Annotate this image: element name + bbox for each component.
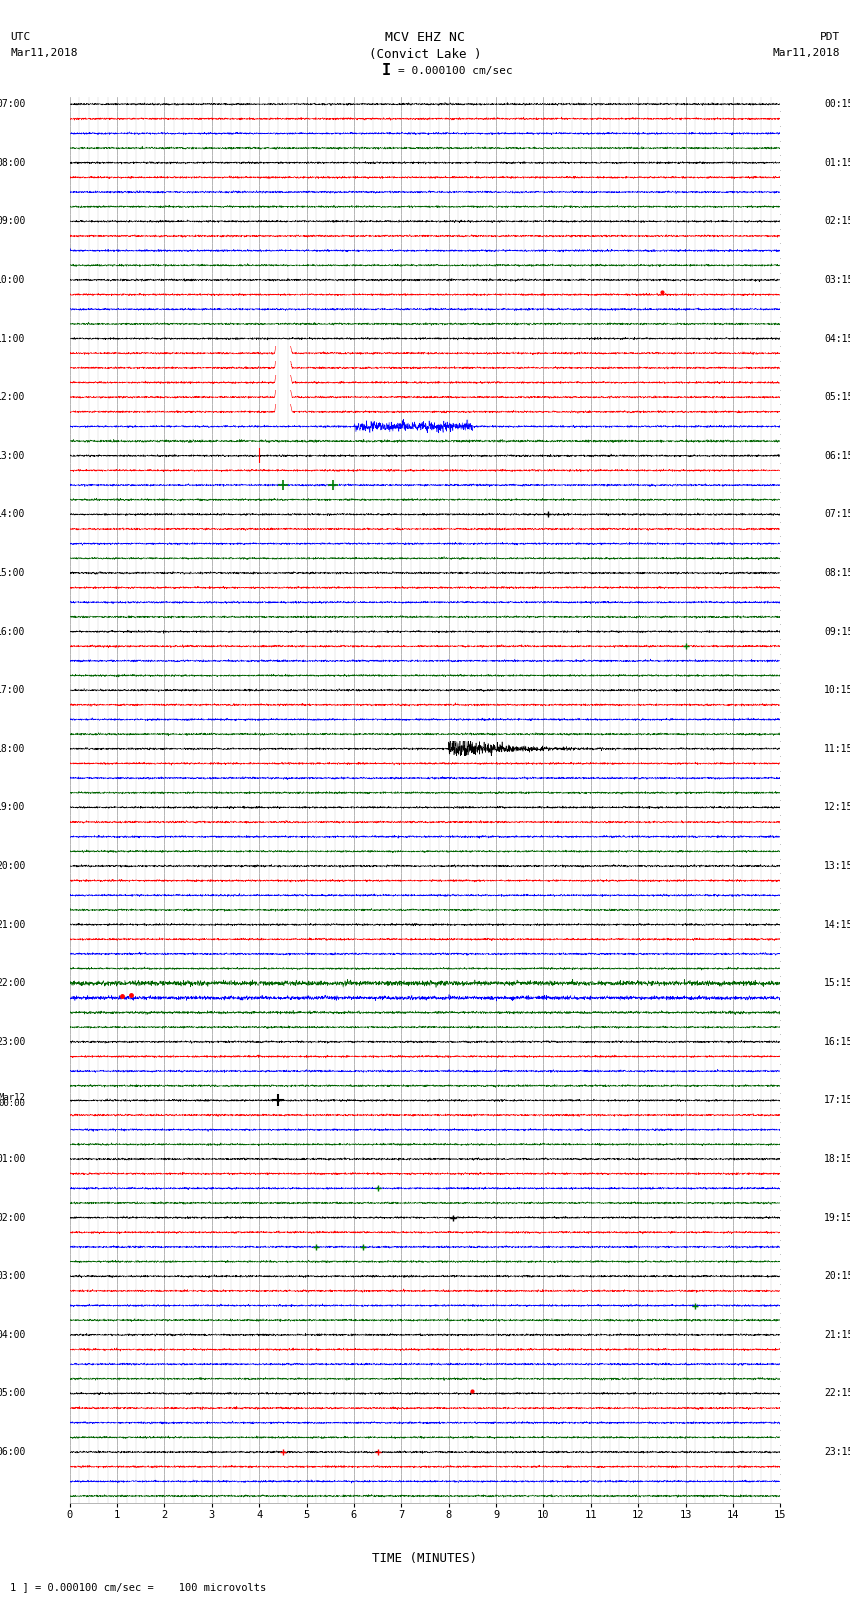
Text: 07:00: 07:00 [0,98,26,110]
Text: 20:00: 20:00 [0,861,26,871]
Text: I: I [382,63,391,79]
Text: 13:00: 13:00 [0,450,26,461]
Text: 19:00: 19:00 [0,802,26,813]
Text: 07:15: 07:15 [824,510,850,519]
Text: 04:00: 04:00 [0,1329,26,1340]
Text: 22:15: 22:15 [824,1389,850,1398]
Text: 01:00: 01:00 [0,1153,26,1165]
Text: Mar11,2018: Mar11,2018 [773,48,840,58]
Text: 13:15: 13:15 [824,861,850,871]
Text: 05:00: 05:00 [0,1389,26,1398]
Text: 15:15: 15:15 [824,977,850,989]
Text: 12:00: 12:00 [0,392,26,402]
Text: 08:00: 08:00 [0,158,26,168]
Text: 09:00: 09:00 [0,216,26,226]
Text: 05:15: 05:15 [824,392,850,402]
Text: = 0.000100 cm/sec: = 0.000100 cm/sec [398,66,513,76]
Text: 23:00: 23:00 [0,1037,26,1047]
Text: 17:15: 17:15 [824,1095,850,1105]
Text: 22:00: 22:00 [0,977,26,989]
Text: Mar11,2018: Mar11,2018 [10,48,77,58]
Text: Mar12: Mar12 [0,1094,26,1102]
Text: 21:00: 21:00 [0,919,26,929]
Text: 21:15: 21:15 [824,1329,850,1340]
Text: 11:00: 11:00 [0,334,26,344]
Text: 12:15: 12:15 [824,802,850,813]
Text: 15:00: 15:00 [0,568,26,577]
Text: 08:15: 08:15 [824,568,850,577]
Text: 01:15: 01:15 [824,158,850,168]
Text: 03:15: 03:15 [824,274,850,286]
Text: 02:15: 02:15 [824,216,850,226]
Text: 19:15: 19:15 [824,1213,850,1223]
Text: 06:00: 06:00 [0,1447,26,1457]
Text: 10:00: 10:00 [0,274,26,286]
Text: 17:00: 17:00 [0,686,26,695]
Text: 18:00: 18:00 [0,744,26,753]
Text: 09:15: 09:15 [824,626,850,637]
Text: 11:15: 11:15 [824,744,850,753]
Text: 16:15: 16:15 [824,1037,850,1047]
Text: 10:15: 10:15 [824,686,850,695]
Text: 03:00: 03:00 [0,1271,26,1281]
Text: TIME (MINUTES): TIME (MINUTES) [372,1552,478,1565]
Text: 20:15: 20:15 [824,1271,850,1281]
Text: 06:15: 06:15 [824,450,850,461]
Text: 00:00: 00:00 [0,1098,26,1108]
Text: MCV EHZ NC: MCV EHZ NC [385,31,465,44]
Text: 14:15: 14:15 [824,919,850,929]
Text: UTC: UTC [10,32,31,42]
Text: 1 ] = 0.000100 cm/sec =    100 microvolts: 1 ] = 0.000100 cm/sec = 100 microvolts [10,1582,266,1592]
Text: (Convict Lake ): (Convict Lake ) [369,48,481,61]
Text: 00:15: 00:15 [824,98,850,110]
Text: 23:15: 23:15 [824,1447,850,1457]
Text: 14:00: 14:00 [0,510,26,519]
Text: 02:00: 02:00 [0,1213,26,1223]
Text: 18:15: 18:15 [824,1153,850,1165]
Text: 16:00: 16:00 [0,626,26,637]
Text: PDT: PDT [819,32,840,42]
Text: 04:15: 04:15 [824,334,850,344]
